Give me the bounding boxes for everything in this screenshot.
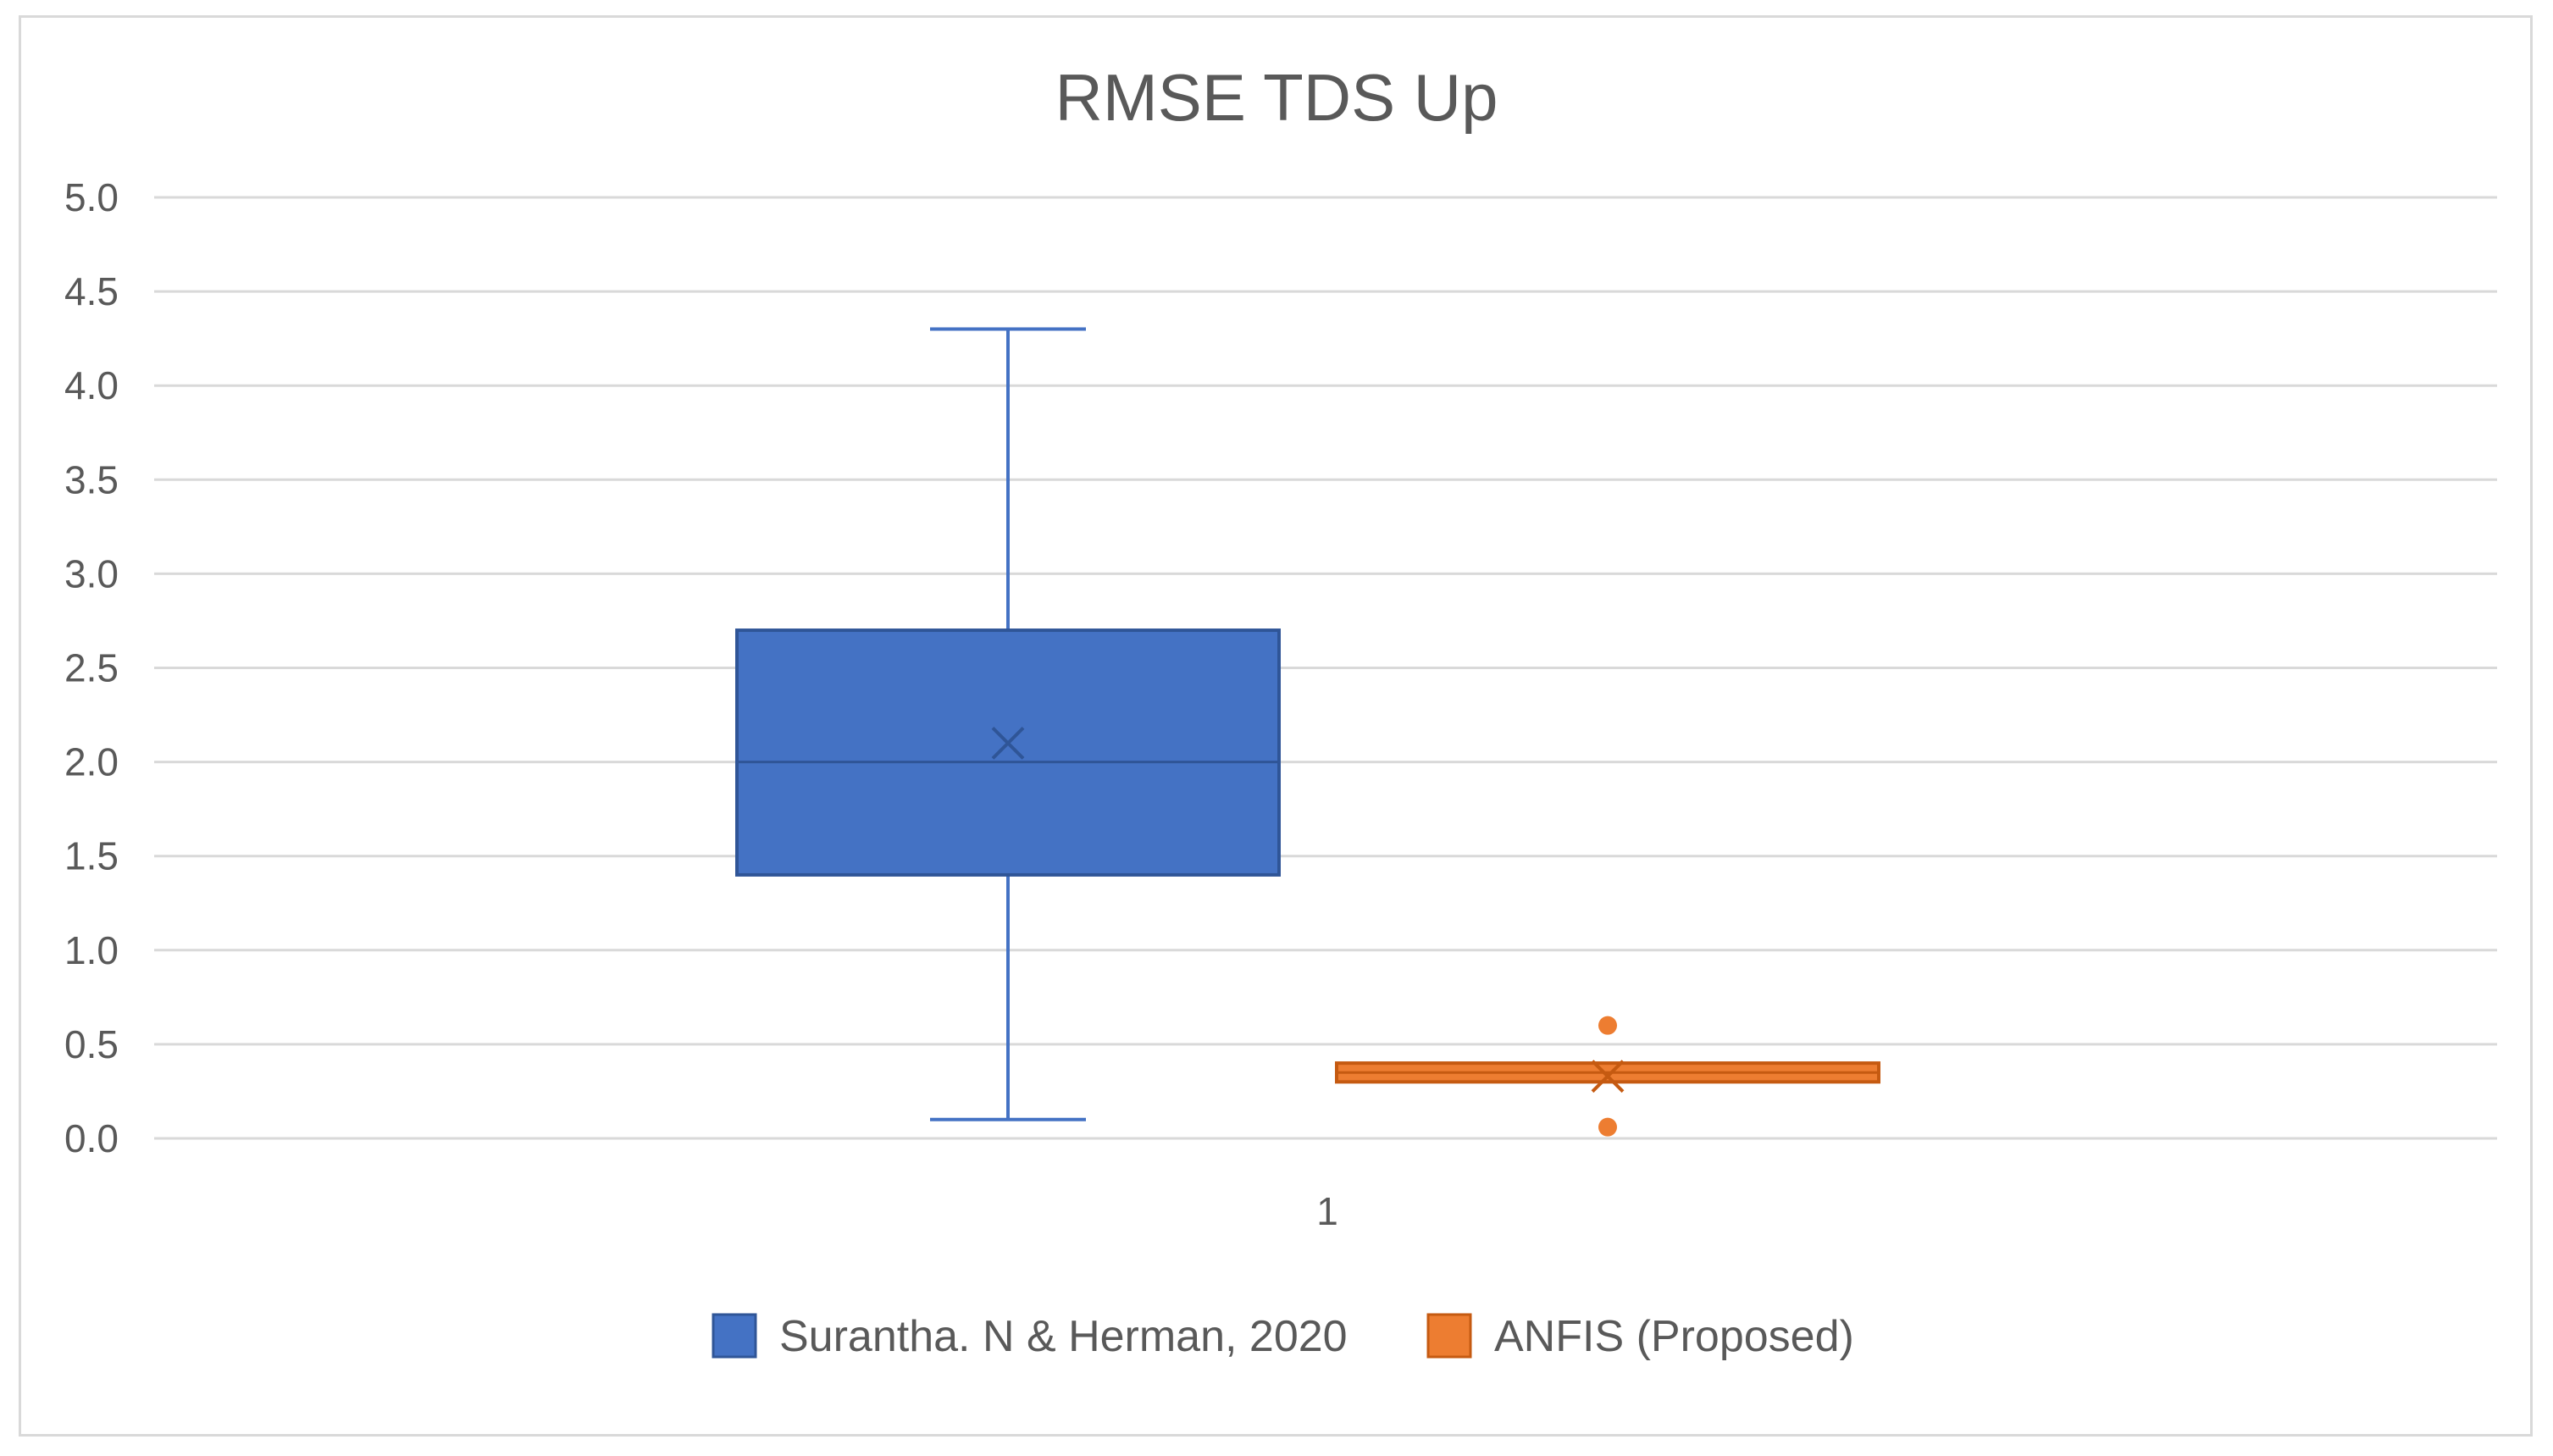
y-tick-label: 2.5 [64,646,119,690]
y-tick-label: 5.0 [64,175,119,219]
y-tick-label: 0.0 [64,1116,119,1160]
legend-label: ANFIS (Proposed) [1494,1312,1854,1361]
box-series [735,327,1880,1137]
chart-title: RMSE TDS Up [1055,60,1498,135]
box-anfis [1335,1016,1880,1137]
y-tick-label: 0.5 [64,1022,119,1066]
y-tick-label: 3.0 [64,551,119,595]
mean-marker [1591,1060,1625,1093]
legend-item: ANFIS (Proposed) [1426,1312,1854,1361]
legend-swatch [712,1313,757,1359]
outlier-point [1598,1016,1617,1035]
y-axis-ticks: 0.0 0.5 1.0 1.5 2.0 2.5 3.0 3.5 4.0 4.5 5.0 [64,175,119,1160]
legend: Surantha. N & Herman, 2020 ANFIS (Propose… [712,1312,1854,1361]
legend-item: Surantha. N & Herman, 2020 [712,1312,1348,1361]
box-surantha [735,327,1281,1121]
legend-label: Surantha. N & Herman, 2020 [779,1312,1348,1361]
x-tick-label: 1 [1316,1189,1338,1233]
y-tick-label: 4.0 [64,363,119,407]
y-tick-label: 3.5 [64,457,119,501]
y-tick-label: 1.0 [64,928,119,972]
outlier-point [1598,1117,1617,1137]
legend-swatch [1426,1313,1472,1359]
gridlines [154,196,2497,1140]
box-body [735,628,1281,877]
y-tick-label: 4.5 [64,269,119,313]
x-axis-ticks: 1 [1316,1189,1338,1233]
y-tick-label: 1.5 [64,834,119,878]
y-tick-label: 2.0 [64,740,119,784]
mean-marker [991,726,1025,760]
